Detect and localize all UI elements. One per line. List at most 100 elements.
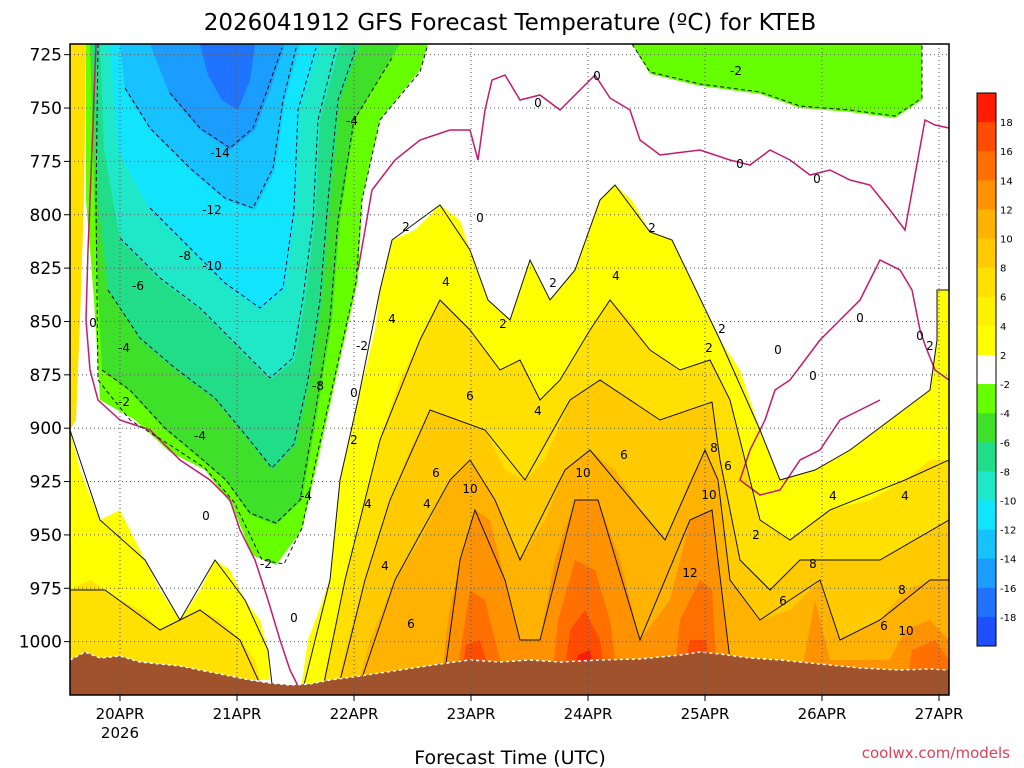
contour-label: 0 xyxy=(809,369,817,383)
colorbar-label: 8 xyxy=(1000,264,1006,275)
warm-isotherms xyxy=(70,184,949,694)
contour-label: -4 xyxy=(300,489,312,503)
isotherm-plus8 xyxy=(356,448,949,694)
contour-label: 2 xyxy=(752,528,760,542)
terrain-fill xyxy=(70,652,949,695)
contour-label: -10 xyxy=(202,259,222,273)
x-tick-label: 27APR xyxy=(915,705,964,723)
colorbar-swatch xyxy=(977,558,996,589)
contour-label: -4 xyxy=(118,341,130,355)
isotherm-minus2 xyxy=(95,44,429,565)
contour-label: 2 xyxy=(350,433,358,447)
isotherm-upper-right xyxy=(631,44,923,117)
x-tick-label: 23APR xyxy=(447,705,496,723)
contour-label: 2 xyxy=(718,322,726,336)
contour-label: 8 xyxy=(809,557,817,571)
colorbar-swatch xyxy=(977,325,996,356)
y-tick-label: 775 xyxy=(30,152,62,172)
contour-label: 10 xyxy=(898,624,913,638)
colorbar-swatch xyxy=(977,442,996,472)
cold-region-upper-right xyxy=(632,44,922,118)
contour-label: 2 xyxy=(402,220,410,234)
chart-title: 2026041912 GFS Forecast Temperature (ºC)… xyxy=(204,10,817,36)
credit-label: coolwx.com/models xyxy=(862,744,1010,762)
colorbar-label: 10 xyxy=(1000,235,1013,246)
contour-label: 8 xyxy=(710,441,718,455)
x-tick-label: 22APR xyxy=(330,705,379,723)
contour-label: 0 xyxy=(350,386,358,400)
contour-label: -2 xyxy=(730,64,742,78)
contour-label: -8 xyxy=(179,249,191,263)
colorbar-label: -8 xyxy=(1000,467,1010,478)
y-tick-label: 1000 xyxy=(19,633,62,653)
isotherm-plus6 xyxy=(336,379,949,694)
colorbar-label: 14 xyxy=(1000,176,1013,187)
colorbar-swatch xyxy=(977,413,996,443)
x-tick-label: 21APR xyxy=(213,705,262,723)
contour-label: 4 xyxy=(612,269,620,283)
contour-label: 0 xyxy=(593,69,601,83)
contour-label: 4 xyxy=(423,497,431,511)
colorbar-label: -14 xyxy=(1000,555,1016,566)
isotherm-plus4-left xyxy=(70,589,261,685)
contour-label: 2 xyxy=(705,341,713,355)
contour-label: 4 xyxy=(829,489,837,503)
contour-label: 2 xyxy=(549,276,557,290)
contour-label: 6 xyxy=(620,448,628,462)
contour-label: 12 xyxy=(682,566,697,580)
colorbar-label: -18 xyxy=(1000,613,1016,624)
colorbar-swatch xyxy=(977,471,996,501)
colorbar-swatch xyxy=(977,500,996,531)
colorbar-swatch xyxy=(977,122,996,152)
contour-label: 10 xyxy=(701,488,716,502)
y-tick-label: 950 xyxy=(30,526,62,546)
colorbar-label: -10 xyxy=(1000,496,1016,507)
contour-label: 4 xyxy=(901,489,909,503)
contour-label: -2 xyxy=(356,339,368,353)
contour-label: 0 xyxy=(916,329,924,343)
contour-label: 6 xyxy=(724,459,732,473)
terrain-edge xyxy=(70,651,949,686)
colorbar-frame xyxy=(976,92,997,647)
y-tick-label: 750 xyxy=(30,99,62,119)
colorbar-label: 6 xyxy=(1000,293,1006,304)
y-tick-label: 725 xyxy=(30,46,62,66)
zero-contour-left xyxy=(85,44,301,691)
x-tick-label: 26APR xyxy=(798,705,847,723)
y-axis: 725 750 775 800 825 850 875 900 925 950 975 1000 xyxy=(19,46,70,653)
contour-label: 2 xyxy=(648,221,656,235)
colorbar-swatch xyxy=(977,238,996,269)
isotherm-plus10 xyxy=(441,499,731,694)
colorbar-swatch xyxy=(977,209,996,240)
colorbar-label: -16 xyxy=(1000,584,1016,595)
x-tick-label: 20APR xyxy=(96,705,145,723)
colorbar-label: 16 xyxy=(1000,147,1013,158)
colorbar-swatch xyxy=(977,529,996,560)
contour-label: 8 xyxy=(898,583,906,597)
colorbar-label: 18 xyxy=(1000,118,1013,129)
contour-label: 2 xyxy=(499,317,507,331)
contour-label: 0 xyxy=(856,311,864,325)
colorbar-swatch xyxy=(977,267,996,298)
y-tick-label: 850 xyxy=(30,312,62,332)
gridlines xyxy=(70,44,949,695)
isotherm-minus4 xyxy=(101,57,393,524)
colorbar-label: -2 xyxy=(1000,380,1010,391)
contour-label: 0 xyxy=(89,316,97,330)
contour-label: 2 xyxy=(926,339,934,353)
x-tick-sublabel: 2026 xyxy=(101,724,139,742)
contour-label: 6 xyxy=(880,619,888,633)
contour-label: -6 xyxy=(132,279,144,293)
colorbar-legend: 18 16 14 12 10 8 6 4 2 -2 -4 -6 -8 -10 -12 -14 -16 -18 xyxy=(976,92,1016,647)
colorbar-swatch xyxy=(977,384,996,414)
contour-label: 0 xyxy=(736,157,744,171)
contour-label: 0 xyxy=(202,509,210,523)
contour-label: -4 xyxy=(194,429,206,443)
contour-label: 0 xyxy=(774,343,782,357)
warm-region-plus4-left xyxy=(70,580,260,680)
contour-label: -12 xyxy=(202,203,222,217)
colorbar-swatch xyxy=(977,616,996,647)
contour-label: 6 xyxy=(466,389,474,403)
isotherm-plus2 xyxy=(301,184,949,694)
